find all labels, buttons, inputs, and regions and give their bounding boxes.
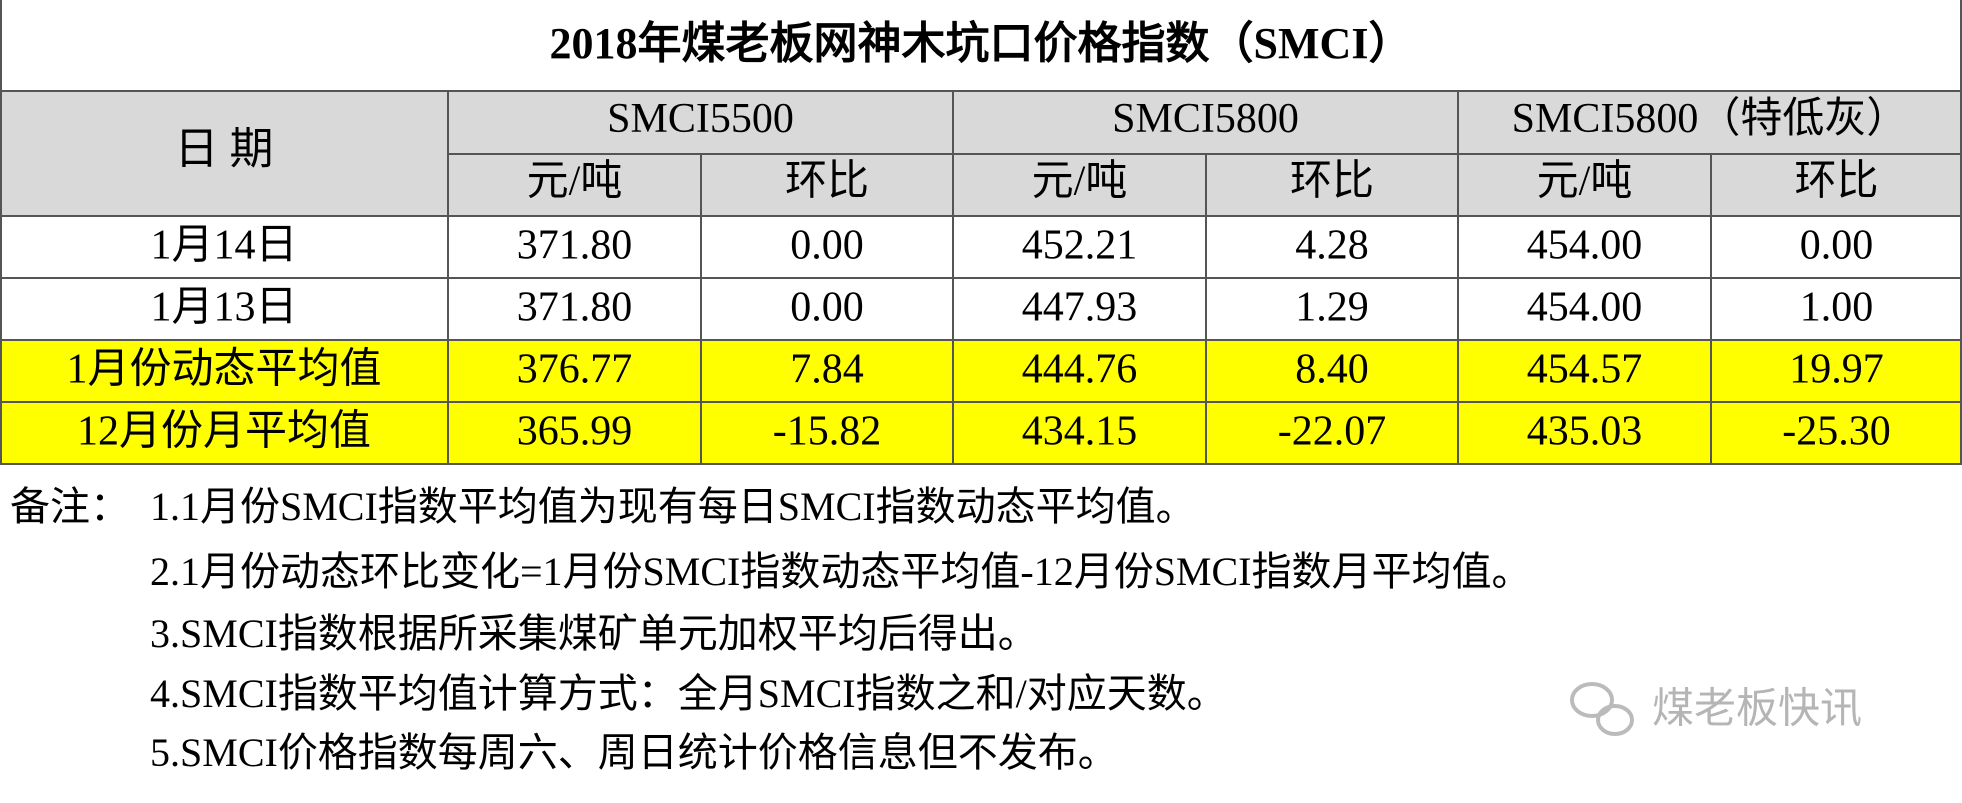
header-sub: 元/吨	[1537, 159, 1633, 205]
cell-value: 8.40	[1295, 347, 1369, 393]
cell-value: 434.15	[1022, 409, 1138, 455]
notes-label: 备注：	[10, 484, 130, 529]
note-item: 3.SMCI指数根据所采集煤矿单元加权平均后得出。	[150, 611, 1038, 656]
cell-value: 447.93	[1022, 285, 1138, 331]
header-sub: 环比	[1290, 159, 1374, 205]
cell-value: 1.00	[1800, 285, 1874, 331]
cell-value: 435.03	[1527, 409, 1643, 455]
row-label: 12月份月平均值	[77, 409, 371, 455]
cell-value: 376.77	[517, 347, 633, 393]
header-sub: 环比	[785, 159, 869, 205]
header-group: SMCI5800	[1112, 96, 1299, 142]
cell-value: 7.84	[790, 347, 864, 393]
cell-value: 365.99	[517, 409, 633, 455]
cell-value: -22.07	[1278, 409, 1387, 455]
cell-value: 454.00	[1527, 223, 1643, 269]
header-sub: 元/吨	[1032, 159, 1128, 205]
header-date: 日 期	[175, 125, 274, 174]
cell-value: 0.00	[790, 285, 864, 331]
cell-value: -15.82	[773, 409, 882, 455]
note-item: 1.1月份SMCI指数平均值为现有每日SMCI指数动态平均值。	[150, 484, 1196, 529]
cell-value: 4.28	[1295, 223, 1369, 269]
row-label: 1月13日	[150, 285, 297, 331]
row-label: 1月14日	[150, 223, 297, 269]
header-sub: 环比	[1794, 159, 1878, 205]
table-title: 2018年煤老板网神木坑口价格指数（SMCI）	[550, 19, 1413, 68]
cell-value: 0.00	[790, 223, 864, 269]
cell-value: 0.00	[1800, 223, 1874, 269]
cell-value: 452.21	[1022, 223, 1138, 269]
cell-value: 1.29	[1295, 285, 1369, 331]
note-item: 5.SMCI价格指数每周六、周日统计价格信息但不发布。	[150, 730, 1118, 775]
cell-value: 454.57	[1527, 347, 1643, 393]
note-item: 4.SMCI指数平均值计算方式：全月SMCI指数之和/对应天数。	[150, 671, 1227, 716]
cell-value: 454.00	[1527, 285, 1643, 331]
cell-value: 444.76	[1022, 347, 1138, 393]
row-label: 1月份动态平均值	[66, 347, 381, 393]
watermark: 煤老板快讯	[1652, 687, 1862, 733]
cell-value: 19.97	[1789, 347, 1884, 393]
header-group: SMCI5500	[607, 96, 794, 142]
cell-value: 371.80	[517, 285, 633, 331]
watermark-icon	[1570, 682, 1634, 736]
cell-value: -25.30	[1782, 409, 1891, 455]
header-sub: 元/吨	[527, 159, 623, 205]
header-group: SMCI5800（特低灰）	[1512, 96, 1909, 142]
cell-value: 371.80	[517, 223, 633, 269]
note-item: 2.1月份动态环比变化=1月份SMCI指数动态平均值-12月份SMCI指数月平均…	[150, 549, 1532, 594]
